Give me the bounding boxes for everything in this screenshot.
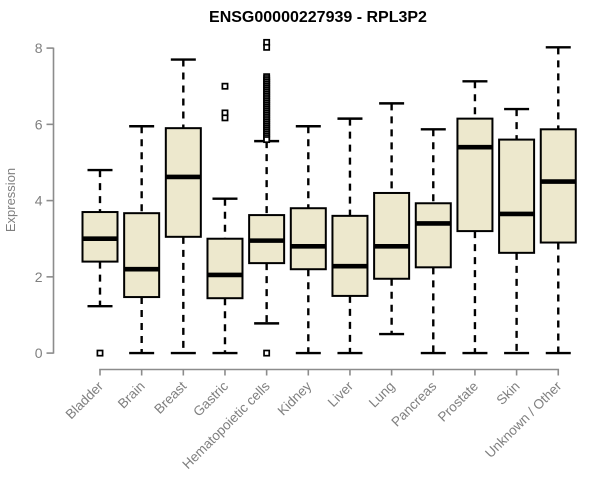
- x-tick-label-prostate: Prostate: [435, 379, 481, 425]
- y-tick-label: 8: [35, 40, 43, 56]
- boxplot-bladder: [81, 168, 119, 357]
- box-liver: [331, 214, 369, 297]
- y-tick-label: 4: [35, 193, 43, 209]
- y-tick-label: 6: [35, 116, 43, 132]
- x-tick-label-lung: Lung: [366, 379, 398, 411]
- x-tick-label-liver: Liver: [325, 378, 357, 410]
- boxplot-liver: [331, 117, 369, 355]
- x-tick-label-brain: Brain: [115, 379, 148, 412]
- x-tick-label-gastric: Gastric: [190, 378, 231, 419]
- boxplot-unknown-other: [539, 46, 577, 355]
- chart-title: ENSG00000227939 - RPL3P2: [209, 9, 427, 26]
- box-prostate: [456, 117, 494, 233]
- x-tick-label-unknown-other: Unknown / Other: [482, 378, 565, 461]
- x-tick-label-kidney: Kidney: [275, 378, 315, 418]
- y-axis: 0 2 4 6 8 Expression: [3, 40, 55, 361]
- outlier-hematopoietic-cells: [263, 43, 271, 51]
- boxplot-brain: [123, 125, 161, 355]
- outlier-gastric: [221, 114, 229, 122]
- x-tick-label-breast: Breast: [151, 378, 189, 416]
- boxplot-skin: [498, 107, 536, 355]
- box-pancreas: [414, 202, 452, 269]
- outlier-hematopoietic-cells: [263, 349, 271, 357]
- box-kidney: [289, 207, 327, 271]
- outlier-bladder: [96, 349, 104, 357]
- boxplot-kidney: [289, 125, 327, 355]
- boxplot-breast: [164, 58, 202, 355]
- outlier-hematopoietic-cells: [263, 136, 271, 144]
- box-skin: [498, 138, 536, 254]
- y-tick-label: 0: [35, 345, 43, 361]
- boxplot-prostate: [456, 80, 494, 355]
- box-breast: [164, 127, 202, 238]
- boxplot-hematopoietic-cells: [248, 38, 286, 357]
- box-lung: [373, 191, 411, 280]
- x-tick-label-bladder: Bladder: [63, 378, 107, 422]
- boxplot-pancreas: [414, 128, 452, 355]
- x-tick-label-pancreas: Pancreas: [388, 378, 439, 429]
- boxplot-gastric: [206, 82, 244, 355]
- x-tick-label-skin: Skin: [494, 379, 523, 408]
- y-tick-label: 2: [35, 269, 43, 285]
- boxplot-lung: [373, 102, 411, 336]
- box-unknown-other: [539, 128, 577, 244]
- box-gastric: [206, 237, 244, 300]
- y-axis-title: Expression: [3, 168, 18, 232]
- outlier-gastric: [221, 82, 229, 90]
- box-brain: [123, 212, 161, 299]
